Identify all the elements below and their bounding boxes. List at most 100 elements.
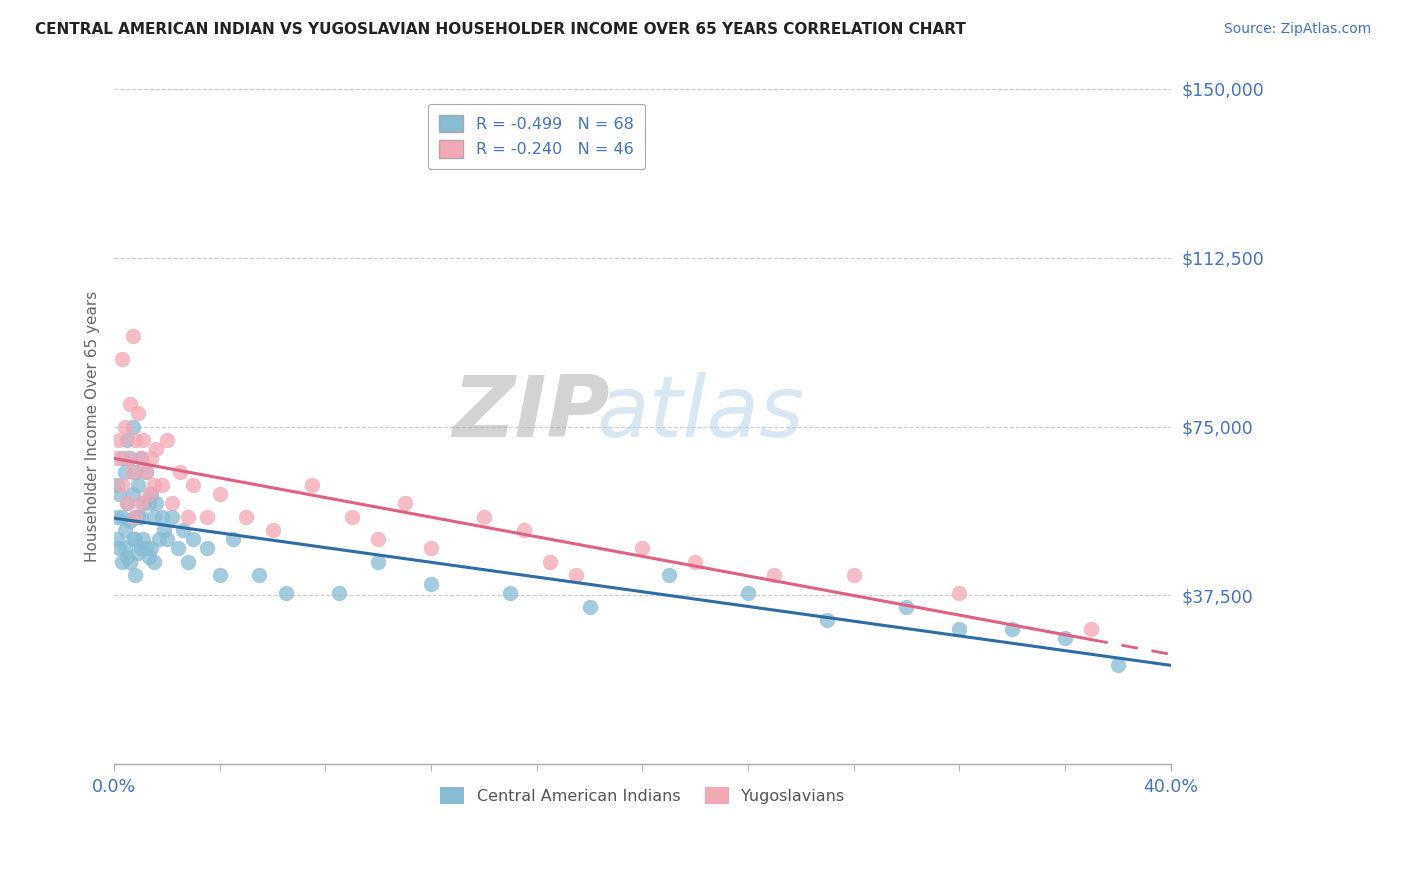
Point [111,509,134,524]
Point [105,478,128,492]
Point [948,586,970,600]
Point [737,586,759,600]
Point [162,509,184,524]
Point [124,532,146,546]
Point [118,397,141,411]
Point [105,509,128,524]
Point [578,599,600,614]
Point [121,532,143,546]
Point [121,465,143,479]
Point [658,568,681,582]
Legend: Central American Indians, Yugoslavians: Central American Indians, Yugoslavians [430,777,853,814]
Point [124,465,146,479]
Point [121,419,143,434]
Point [420,541,443,555]
Point [117,433,139,447]
Point [141,487,163,501]
Point [135,465,157,479]
Point [208,487,231,501]
Point [142,555,165,569]
Point [148,532,170,546]
Point [538,555,561,569]
Point [108,487,131,501]
Point [141,451,163,466]
Point [472,509,495,524]
Point [222,532,245,546]
Point [117,451,139,466]
Point [117,550,139,565]
Point [105,532,128,546]
Point [145,496,167,510]
Point [114,523,136,537]
Point [166,541,188,555]
Point [129,496,152,510]
Point [145,442,167,456]
Point [274,586,297,600]
Point [129,451,152,466]
Point [114,541,136,555]
Point [948,622,970,636]
Point [129,509,152,524]
Point [815,613,838,627]
Point [162,496,184,510]
Point [138,496,160,510]
Point [132,532,155,546]
Point [328,586,350,600]
Point [142,509,165,524]
Point [118,555,141,569]
Point [565,568,588,582]
Point [367,532,389,546]
Point [127,509,149,524]
Point [118,514,141,528]
Point [340,509,363,524]
Point [132,496,155,510]
Point [367,555,389,569]
Point [896,599,918,614]
Point [301,478,323,492]
Text: Source: ZipAtlas.com: Source: ZipAtlas.com [1223,22,1371,37]
Point [142,478,165,492]
Point [1107,658,1129,673]
Point [763,568,786,582]
Point [117,496,139,510]
Point [111,478,134,492]
Point [169,465,191,479]
Point [129,451,152,466]
Point [208,568,231,582]
Point [156,532,179,546]
Point [249,568,271,582]
Point [127,545,149,559]
Point [124,568,146,582]
Point [183,478,205,492]
Point [683,555,706,569]
Point [156,433,179,447]
Point [118,451,141,466]
Point [108,541,131,555]
Point [121,487,143,501]
Text: ZIP: ZIP [453,372,610,455]
Point [1001,622,1024,636]
Text: CENTRAL AMERICAN INDIAN VS YUGOSLAVIAN HOUSEHOLDER INCOME OVER 65 YEARS CORRELAT: CENTRAL AMERICAN INDIAN VS YUGOSLAVIAN H… [35,22,966,37]
Point [842,568,865,582]
Y-axis label: Householder Income Over 65 years: Householder Income Over 65 years [86,291,100,562]
Point [129,541,152,555]
Point [135,465,157,479]
Point [124,433,146,447]
Point [150,509,173,524]
Point [420,577,443,591]
Point [138,550,160,565]
Point [195,541,218,555]
Point [394,496,416,510]
Point [135,541,157,555]
Point [172,523,194,537]
Point [124,509,146,524]
Point [512,523,534,537]
Text: atlas: atlas [596,372,804,455]
Point [127,478,149,492]
Point [153,523,176,537]
Point [1053,631,1076,645]
Point [108,433,131,447]
Point [132,433,155,447]
Point [114,465,136,479]
Point [183,532,205,546]
